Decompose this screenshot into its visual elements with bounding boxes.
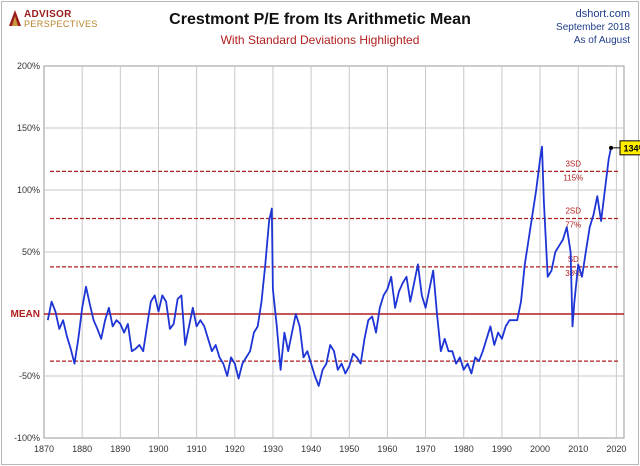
sd-label-sd: SD bbox=[568, 255, 579, 264]
x-tick-label: 1960 bbox=[377, 444, 397, 454]
x-tick-label: 1980 bbox=[454, 444, 474, 454]
x-tick-label: 1890 bbox=[110, 444, 130, 454]
sd-label-3sd: 3SD bbox=[565, 159, 581, 168]
x-tick-label: 1910 bbox=[187, 444, 207, 454]
sd-pct-label-sd: 38% bbox=[565, 269, 581, 278]
x-tick-label: 1970 bbox=[416, 444, 436, 454]
sd-pct-label-2sd: 77% bbox=[565, 221, 581, 230]
x-tick-label: 1930 bbox=[263, 444, 283, 454]
source-block: dshort.com September 2018 As of August bbox=[556, 8, 630, 47]
x-tick-label: 1990 bbox=[492, 444, 512, 454]
x-tick-label: 1920 bbox=[225, 444, 245, 454]
logo-line-2: PERSPECTIVES bbox=[24, 19, 98, 29]
y-tick-label: 200% bbox=[17, 61, 40, 71]
series-line bbox=[46, 145, 612, 387]
logo-mark-icon bbox=[9, 10, 21, 26]
y-tick-label: 100% bbox=[17, 185, 40, 195]
x-tick-label: 1940 bbox=[301, 444, 321, 454]
source-date: September 2018 bbox=[556, 22, 630, 33]
x-tick-label: 1950 bbox=[339, 444, 359, 454]
x-tick-label: 1870 bbox=[34, 444, 54, 454]
sd-pct-label-3sd: 115% bbox=[563, 173, 583, 182]
y-tick-label: 150% bbox=[17, 123, 40, 133]
mean-label: MEAN bbox=[11, 309, 40, 320]
x-tick-label: 1900 bbox=[148, 444, 168, 454]
chart-title: Crestmont P/E from Its Arithmetic Mean bbox=[169, 11, 471, 28]
sd-label-2sd: 2SD bbox=[565, 207, 581, 216]
source-site: dshort.com bbox=[575, 8, 630, 20]
callout-label: 134% bbox=[624, 143, 640, 153]
callout-box bbox=[619, 140, 640, 156]
y-tick-label: -50% bbox=[19, 371, 40, 381]
x-tick-label: 2010 bbox=[568, 444, 588, 454]
callout-point bbox=[609, 145, 614, 150]
y-tick-label: 50% bbox=[22, 247, 40, 257]
source-as-of: As of August bbox=[573, 35, 630, 46]
x-tick-label: 2000 bbox=[530, 444, 550, 454]
x-tick-label: 2020 bbox=[606, 444, 626, 454]
advisor-perspectives-logo: ADVISOR PERSPECTIVES bbox=[8, 9, 97, 29]
x-tick-label: 1880 bbox=[72, 444, 92, 454]
chart-subtitle: With Standard Deviations Highlighted bbox=[220, 33, 420, 47]
logo-line-1: ADVISOR bbox=[24, 9, 72, 20]
y-tick-label: -100% bbox=[14, 433, 40, 443]
